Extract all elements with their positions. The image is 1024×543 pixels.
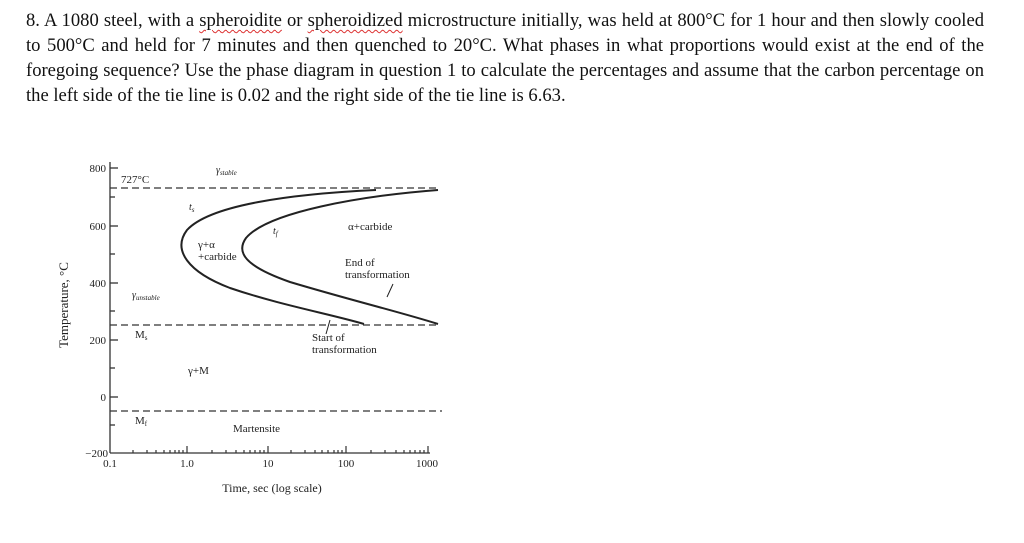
label-martensite: Martensite [233,423,280,435]
label-tf: tf [273,226,279,238]
label-start-of-transformation-1: Start of [312,332,345,344]
y-tick-minus200: −200 [85,448,108,460]
x-tick-10: 10 [263,458,275,470]
x-axis [110,446,430,454]
y-axis-title: Temperature, °C [56,262,71,348]
misspelled-word-spheroidite[interactable]: spheroidite [199,10,282,31]
x-tick-100: 100 [338,458,355,470]
start-arrow [325,319,331,335]
misspelled-word-spheroidized[interactable]: spheroidized [307,10,403,31]
y-tick-400: 400 [90,278,107,290]
question-text-part: A 1080 steel, with a [39,10,200,31]
label-gamma-unstable: γunstable [132,290,160,302]
y-tick-600: 600 [90,221,107,233]
label-alpha-carbide: α+carbide [348,221,392,233]
question-number: 8. [26,10,40,31]
label-start-of-transformation-2: transformation [312,344,377,356]
x-axis-title: Time, sec (log scale) [222,481,322,495]
label-gamma-alpha-carbide-2: +carbide [198,251,237,263]
label-ts: ts [189,202,195,214]
x-tick-1: 1.0 [180,458,194,470]
y-tick-200: 200 [90,335,107,347]
question-text-part: or [281,10,308,31]
y-axis [109,162,118,453]
question-paragraph: 8. A 1080 steel, with a spheroidite or s… [26,8,984,108]
label-end-of-transformation-1: End of [345,257,375,269]
label-ms: Ms [135,329,148,342]
label-gamma-alpha-carbide-1: γ+α [197,239,215,251]
question-text: 8. A 1080 steel, with a spheroidite or s… [26,8,984,108]
question-text-part: microstructure initially, was held at 80… [26,10,984,106]
label-mf: Mf [135,415,148,428]
y-tick-800: 800 [90,163,107,175]
label-727c: 727°C [121,174,149,186]
end-of-transformation-curve [241,189,439,325]
x-tick-1000: 1000 [416,458,439,470]
start-of-transformation-curve [180,189,377,325]
y-tick-0: 0 [101,392,107,404]
end-arrow [386,283,394,298]
x-tick-0.1: 0.1 [103,458,117,470]
label-gamma-martensite: γ+M [187,365,209,377]
label-end-of-transformation-2: transformation [345,269,410,281]
label-gamma-stable: γstable [216,165,237,177]
